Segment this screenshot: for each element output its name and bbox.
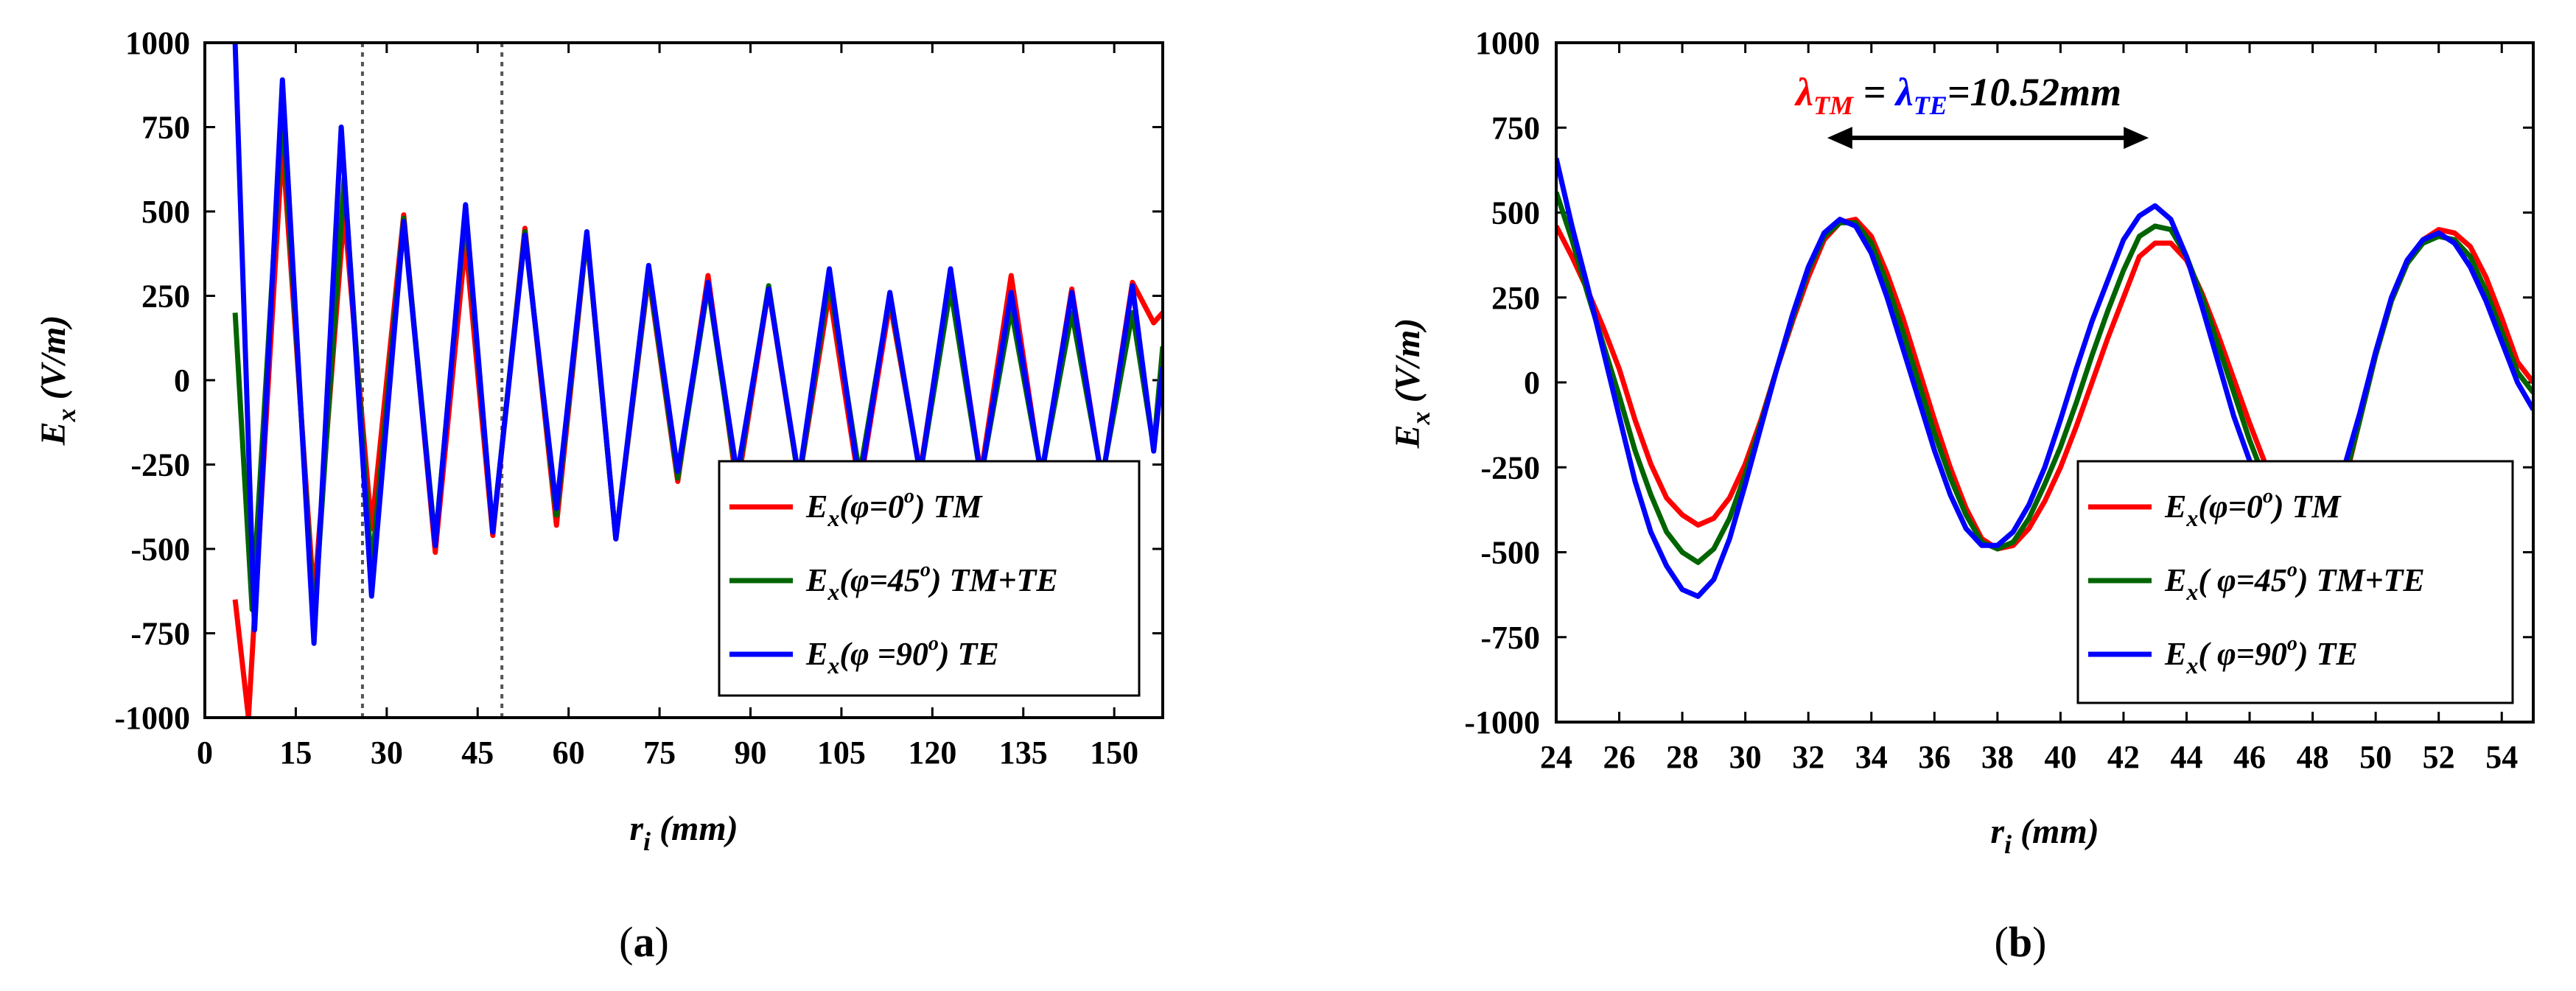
y-tick-label: -1000	[1464, 704, 1540, 740]
x-axis-label: ri (mm)	[629, 809, 738, 856]
y-tick-label: 250	[141, 279, 190, 315]
y-tick-label: 1000	[125, 25, 190, 61]
x-tick-label: 90	[735, 735, 767, 771]
plot-frame	[1555, 41, 2535, 724]
x-tick-label: 44	[2170, 739, 2202, 775]
y-tick-label: 500	[141, 194, 190, 230]
x-tick-label: 24	[1540, 739, 1572, 775]
legend-entry-TM+TE: Ex(φ=45o) TM+TE	[805, 558, 1058, 605]
plot-frame	[203, 41, 1164, 719]
series-line-TE	[1556, 157, 2533, 599]
legend: Ex(φ=0o) TM Ex(φ=45o) TM+TE Ex(φ =90o) TE	[718, 460, 1141, 697]
y-tick-label: 500	[1491, 195, 1540, 231]
x-tick-label: 50	[2359, 739, 2392, 775]
wavelength-annotation: λTM = λTE=10.52mm	[1794, 70, 2121, 120]
y-tick-label: -250	[1480, 449, 1540, 486]
y-tick-label: 750	[1491, 110, 1540, 146]
legend: Ex(φ=0o) TM Ex( φ=45o) TM+TE Ex( φ=90o) TE	[2076, 460, 2514, 704]
chart-panel-b: -1000 -750 -500 -250 0 250 500 750 1000 24 26 28 30 3…	[1388, 25, 2535, 966]
x-tick-label: 54	[2485, 739, 2518, 775]
x-tick-label: 30	[1729, 739, 1762, 775]
x-tick-label: 28	[1666, 739, 1698, 775]
series-line-TE	[232, 43, 1163, 646]
y-tick-label: 750	[141, 110, 190, 146]
y-tick-label: -1000	[114, 700, 190, 736]
y-tick-label: -500	[130, 531, 190, 567]
legend-entry-TM: Ex(φ=0o) TM	[805, 485, 983, 531]
y-tick-label: -500	[1480, 535, 1540, 571]
x-tick-label: 42	[2107, 739, 2140, 775]
x-tick-label: 52	[2423, 739, 2455, 775]
x-tick-label: 38	[1981, 739, 2014, 775]
x-tick-label: 60	[553, 735, 585, 771]
y-tick-label: -750	[1480, 620, 1540, 656]
y-tick-label: -750	[130, 616, 190, 652]
x-tick-label: 26	[1603, 739, 1636, 775]
x-tick-label: 135	[999, 735, 1048, 771]
x-tick-label: 32	[1792, 739, 1824, 775]
y-tick-label: 250	[1491, 280, 1540, 316]
x-tick-label: 0	[197, 735, 213, 771]
legend-entry-TE: Ex( φ=90o) TE	[2164, 632, 2358, 679]
x-tick-label: 46	[2233, 739, 2266, 775]
arrow-head-left	[1827, 127, 1852, 150]
panel-caption: (a)	[619, 918, 669, 966]
x-tick-label: 36	[1918, 739, 1950, 775]
x-tick-label: 120	[908, 735, 956, 771]
x-tick-label: 15	[279, 735, 312, 771]
y-axis-label: Ex (V/m)	[34, 315, 81, 447]
y-tick-label: 1000	[1475, 25, 1540, 61]
y-tick-label: -250	[130, 447, 190, 483]
x-tick-label: 105	[817, 735, 866, 771]
panel-caption: (b)	[1995, 918, 2047, 966]
chart-panel-a: -1000 -750 -500 -250 0 250 500 750 1000 0 15 30 45 60…	[34, 25, 1164, 966]
x-tick-label: 150	[1090, 735, 1138, 771]
x-tick-label: 45	[461, 735, 494, 771]
legend-entry-TM+TE: Ex( φ=45o) TM+TE	[2164, 558, 2425, 605]
x-tick-label: 34	[1855, 739, 1888, 775]
y-tick-label: 0	[1524, 365, 1540, 401]
y-tick-label: 0	[174, 363, 190, 399]
x-axis-label: ri (mm)	[1990, 812, 2099, 859]
y-axis-label: Ex (V/m)	[1388, 318, 1435, 449]
arrow-head-right	[2124, 127, 2149, 150]
x-tick-label: 40	[2044, 739, 2076, 775]
x-tick-label: 30	[371, 735, 403, 771]
x-tick-label: 75	[643, 735, 676, 771]
x-tick-label: 48	[2297, 739, 2329, 775]
legend-entry-TE: Ex(φ =90o) TE	[805, 632, 999, 679]
legend-entry-TM: Ex(φ=0o) TM	[2164, 485, 2342, 531]
